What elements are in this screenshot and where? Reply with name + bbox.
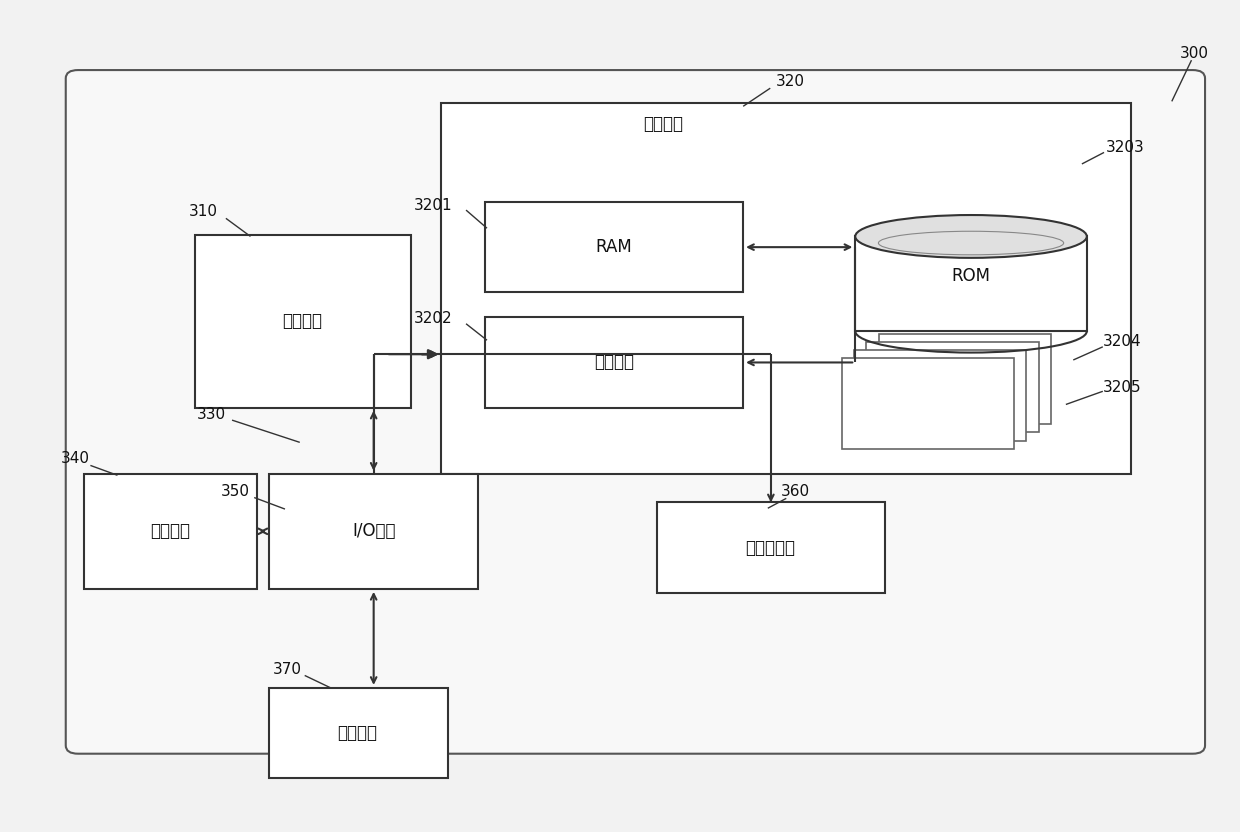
Text: 310: 310 bbox=[190, 204, 218, 219]
Text: 3205: 3205 bbox=[1104, 379, 1142, 394]
Text: RAM: RAM bbox=[595, 238, 632, 256]
Text: 360: 360 bbox=[780, 484, 810, 499]
Text: 处理单元: 处理单元 bbox=[283, 312, 322, 330]
Bar bbox=[657, 503, 885, 593]
Text: 外部设备: 外部设备 bbox=[337, 724, 378, 742]
Bar bbox=[867, 342, 1039, 433]
Text: 340: 340 bbox=[61, 451, 91, 466]
Text: ROM: ROM bbox=[951, 267, 991, 285]
Text: 高速缓存: 高速缓存 bbox=[594, 354, 634, 371]
Bar bbox=[854, 350, 1027, 441]
FancyBboxPatch shape bbox=[66, 70, 1205, 754]
Text: 350: 350 bbox=[221, 484, 250, 499]
Text: 网络适配器: 网络适配器 bbox=[745, 539, 795, 557]
Bar bbox=[879, 334, 1052, 424]
Bar bbox=[84, 473, 257, 589]
Bar bbox=[195, 235, 410, 408]
Bar bbox=[842, 359, 1014, 449]
Text: I/O接口: I/O接口 bbox=[352, 522, 396, 540]
Text: 370: 370 bbox=[273, 662, 303, 677]
Ellipse shape bbox=[856, 215, 1086, 258]
Bar bbox=[441, 103, 1131, 473]
Bar bbox=[485, 317, 743, 408]
Bar bbox=[856, 236, 1086, 331]
Text: 显示单元: 显示单元 bbox=[150, 522, 191, 540]
Text: 存储单元: 存储单元 bbox=[644, 115, 683, 132]
Bar bbox=[269, 473, 479, 589]
Text: 320: 320 bbox=[775, 74, 805, 89]
Text: 3202: 3202 bbox=[413, 311, 453, 326]
Bar bbox=[485, 202, 743, 293]
Text: 300: 300 bbox=[1179, 46, 1209, 61]
Text: 3201: 3201 bbox=[413, 198, 453, 213]
Text: 3204: 3204 bbox=[1104, 334, 1142, 349]
Bar bbox=[269, 688, 448, 779]
Text: 3203: 3203 bbox=[1106, 140, 1145, 155]
Text: 330: 330 bbox=[196, 407, 226, 422]
